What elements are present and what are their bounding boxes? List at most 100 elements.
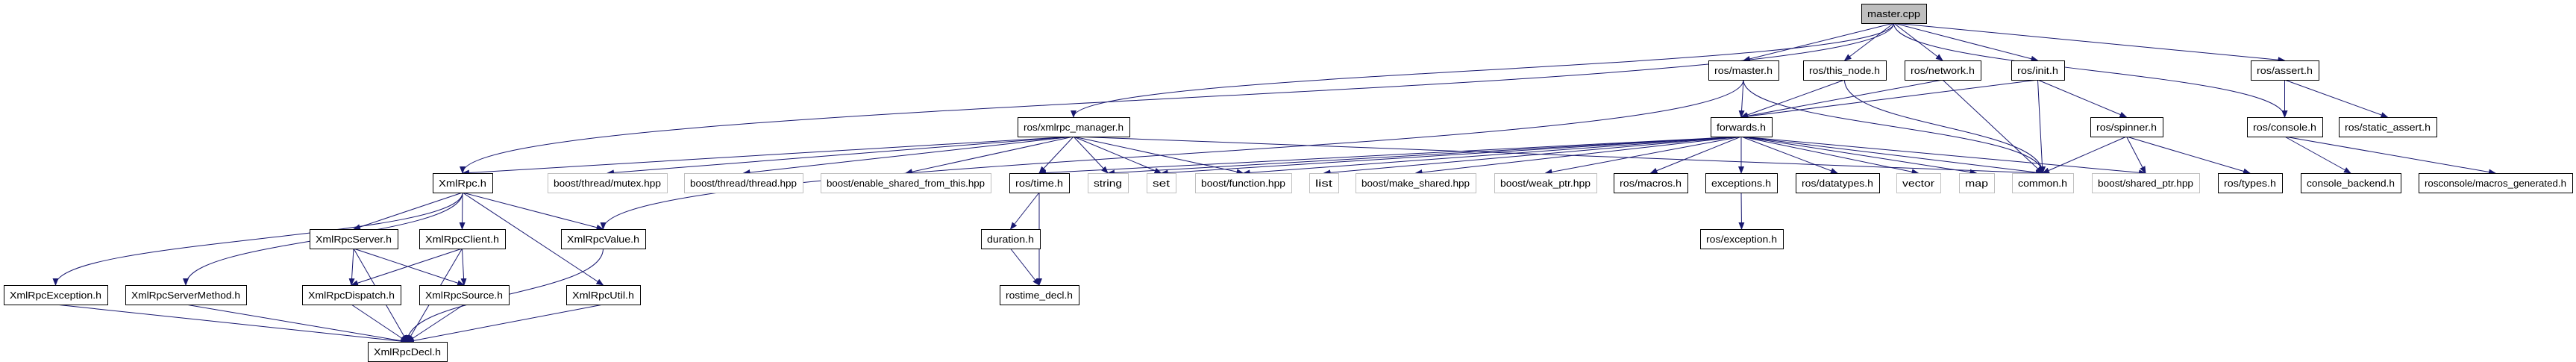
node-ros-assert-h[interactable]: ros/assert.h — [2251, 60, 2319, 81]
node-box — [310, 229, 398, 249]
node-exceptions-h[interactable]: exceptions.h — [1705, 173, 1778, 193]
node-boost-make-shared-hpp: boost/make_shared.hpp — [1356, 173, 1476, 193]
node-box — [1000, 285, 1079, 305]
edge-forwards-h-to-boost-shared-ptr-hpp — [1740, 136, 2146, 176]
node-boost-shared-ptr-hpp: boost/shared_ptr.hpp — [2092, 173, 2200, 193]
node-xmlrpcdispatch-h[interactable]: XmlRpcDispatch.h — [302, 285, 401, 305]
node-label: ros/this_node.h — [1809, 65, 1880, 76]
node-xmlrpc-h[interactable]: XmlRpc.h — [433, 173, 493, 193]
edge-master-cpp-to-ros-xmlrpc-manager-h — [1071, 22, 1894, 118]
edge-xmlrpcutil-h-to-xmlrpcdecl-h — [407, 304, 604, 344]
node-ros-static-assert-h[interactable]: ros/static_assert.h — [2339, 117, 2437, 137]
edge-forwards-h-to-boost-function-hpp — [1242, 136, 1742, 176]
edge-ros-xmlrpc-manager-h-to-ros-time-h — [1038, 136, 1074, 174]
node-ros-datatypes-h[interactable]: ros/datatypes.h — [1796, 173, 1880, 193]
node-forwards-h[interactable]: forwards.h — [1711, 117, 1773, 137]
node-label: ros/macros.h — [1620, 178, 1682, 189]
edge-ros-xmlrpc-manager-h-to-set — [1073, 136, 1162, 174]
node-xmlrpcserver-h[interactable]: XmlRpcServer.h — [310, 229, 398, 249]
node-ros-this-node-h[interactable]: ros/this_node.h — [1803, 60, 1887, 81]
node-xmlrpcutil-h[interactable]: XmlRpcUtil.h — [566, 285, 641, 305]
edge-forwards-h-to-list — [1323, 136, 1742, 176]
node-box — [1803, 60, 1887, 81]
edge-master-cpp-to-ros-this-node-h — [1843, 22, 1894, 61]
node-box — [1861, 4, 1927, 24]
node-box — [821, 173, 991, 193]
node-label: exceptions.h — [1711, 178, 1771, 189]
node-label: console_backend.h — [2307, 178, 2395, 189]
node-ros-spinner-h[interactable]: ros/spinner.h — [2090, 117, 2163, 137]
node-box — [302, 285, 401, 305]
node-box — [548, 173, 668, 193]
node-box — [1959, 173, 1995, 193]
node-label: XmlRpc.h — [439, 178, 486, 189]
edge-xmlrpc-h-to-xmlrpcserver-h — [353, 192, 463, 230]
edge-duration-h-to-rostime-decl-h — [1010, 248, 1040, 286]
node-xmlrpcvalue-h[interactable]: XmlRpcValue.h — [561, 229, 646, 249]
edge-master-cpp-to-xmlrpc-h — [460, 22, 1894, 174]
node-xmlrpcservermethod-h[interactable]: XmlRpcServerMethod.h — [125, 285, 247, 305]
edge-forwards-h-to-ros-macros-h — [1649, 136, 1742, 174]
edge-ros-this-node-h-to-forwards-h — [1740, 79, 1845, 118]
edge-xmlrpcservermethod-h-to-xmlrpcdecl-h — [185, 304, 408, 344]
node-ros-macros-h[interactable]: ros/macros.h — [1614, 173, 1688, 193]
node-label: map — [1965, 178, 1988, 189]
edge-xmlrpcclient-h-to-xmlrpcsource-h — [460, 248, 467, 286]
node-box — [1018, 117, 1130, 137]
node-xmlrpcexception-h[interactable]: XmlRpcException.h — [4, 285, 108, 305]
node-box — [2011, 60, 2065, 81]
edge-ros-spinner-h-to-ros-types-h — [2126, 136, 2251, 175]
edge-xmlrpcdispatch-h-to-xmlrpcdecl-h — [351, 304, 408, 343]
node-label: boost/weak_ptr.hpp — [1500, 178, 1591, 189]
node-console-backend-h[interactable]: console_backend.h — [2301, 173, 2401, 193]
node-ros-init-h[interactable]: ros/init.h — [2011, 60, 2065, 81]
node-box — [125, 285, 247, 305]
edge-forwards-h-to-common-h — [1740, 136, 2043, 175]
edge-ros-master-h-to-xmlrpcvalue-h — [600, 79, 1744, 230]
node-ros-master-h[interactable]: ros/master.h — [1708, 60, 1779, 81]
node-box — [561, 229, 646, 249]
node-xmlrpcdecl-h[interactable]: XmlRpcDecl.h — [368, 342, 448, 362]
node-box — [1309, 173, 1339, 193]
node-box — [566, 285, 641, 305]
edge-xmlrpcclient-h-to-xmlrpcdispatch-h — [351, 248, 463, 286]
node-master-cpp[interactable]: master.cpp — [1861, 4, 1927, 24]
edge-forwards-h-to-ros-time-h — [1038, 136, 1742, 176]
node-xmlrpcsource-h[interactable]: XmlRpcSource.h — [419, 285, 510, 305]
edge-ros-init-h-to-common-h — [2037, 79, 2046, 174]
node-label: boost/function.hpp — [1201, 178, 1285, 189]
node-box — [2339, 117, 2437, 137]
node-label: ros/time.h — [1015, 178, 1063, 189]
edge-ros-xmlrpc-manager-h-to-common-h — [1073, 136, 2043, 176]
node-ros-console-h[interactable]: ros/console.h — [2247, 117, 2323, 137]
node-duration-h[interactable]: duration.h — [981, 229, 1041, 249]
edge-forwards-h-to-boost-weak-ptr-hpp — [1544, 136, 1742, 175]
node-box — [1494, 173, 1597, 193]
node-ros-network-h[interactable]: ros/network.h — [1905, 60, 1981, 81]
node-box — [1896, 173, 1941, 193]
edge-ros-xmlrpc-manager-h-to-boost-thread-mutex-hpp — [607, 136, 1074, 176]
node-ros-types-h[interactable]: ros/types.h — [2218, 173, 2283, 193]
edge-ros-master-h-to-common-h — [1743, 79, 2046, 174]
node-label: boost/shared_ptr.hpp — [2098, 178, 2193, 189]
node-xmlrpcclient-h[interactable]: XmlRpcClient.h — [419, 229, 506, 249]
edge-ros-console-h-to-rosconsole-macros-generated-h — [2284, 136, 2496, 175]
node-label: XmlRpcDecl.h — [374, 346, 441, 358]
node-ros-xmlrpc-manager-h[interactable]: ros/xmlrpc_manager.h — [1018, 117, 1130, 137]
edges-layer — [52, 22, 2496, 345]
edge-master-cpp-to-ros-master-h — [1743, 22, 1894, 62]
edge-xmlrpcserver-h-to-xmlrpcsource-h — [353, 248, 465, 286]
node-label: XmlRpcException.h — [10, 290, 101, 301]
node-rostime-decl-h[interactable]: rostime_decl.h — [1000, 285, 1079, 305]
node-label: ros/console.h — [2253, 122, 2316, 133]
node-ros-time-h[interactable]: ros/time.h — [1009, 173, 1070, 193]
node-rosconsole-macros-generated-h[interactable]: rosconsole/macros_generated.h — [2419, 173, 2573, 193]
node-label: master.cpp — [1867, 8, 1920, 19]
node-boost-weak-ptr-hpp: boost/weak_ptr.hpp — [1494, 173, 1597, 193]
node-label: boost/enable_shared_from_this.hpp — [827, 178, 985, 189]
edge-ros-init-h-to-forwards-h — [1740, 79, 2038, 119]
node-box — [1614, 173, 1688, 193]
edge-forwards-h-to-string — [1107, 136, 1742, 176]
node-box — [1356, 173, 1476, 193]
node-ros-exception-h[interactable]: ros/exception.h — [1700, 229, 1784, 249]
